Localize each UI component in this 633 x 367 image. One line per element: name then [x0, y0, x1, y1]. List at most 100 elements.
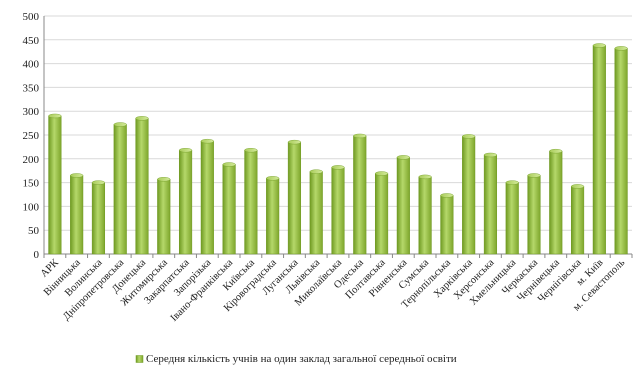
axis-layer: 0 50 100 150 200 250 300 350 400 450 500: [23, 11, 633, 261]
bar-body: [462, 136, 476, 255]
bar: [396, 155, 410, 255]
bar: [331, 165, 345, 255]
bar: [418, 174, 432, 255]
bar-body: [331, 167, 345, 255]
bar: [614, 46, 628, 255]
bar-body: [157, 179, 171, 255]
y-tick-label: 500: [23, 11, 40, 23]
bar: [462, 134, 476, 255]
bar-cap: [592, 43, 606, 48]
bar-body: [483, 154, 498, 255]
bar: [91, 180, 106, 255]
y-tick-label: 350: [23, 82, 40, 94]
bar: [527, 173, 541, 255]
bar-body: [200, 140, 214, 255]
bar: [266, 176, 280, 255]
bar: [70, 173, 84, 255]
bar-cap: [614, 46, 628, 51]
bar: [178, 148, 193, 255]
bar-cap: [91, 180, 105, 185]
bar-cap: [244, 148, 258, 153]
bar-cap: [505, 180, 519, 185]
bar-cap: [483, 152, 497, 158]
bar-body: [135, 118, 149, 255]
bar: [200, 138, 214, 255]
bar: [570, 184, 585, 255]
bar-cap: [222, 162, 236, 167]
bars-layer: [48, 43, 628, 255]
bar-body: [287, 141, 302, 255]
bar-body: [178, 149, 193, 255]
y-tick-label: 450: [23, 35, 40, 47]
bar-cap: [331, 165, 345, 170]
y-tick-label: 200: [23, 154, 40, 166]
bar-cap: [527, 173, 541, 178]
y-tick-label: 250: [23, 130, 40, 142]
bar-cap: [309, 169, 323, 174]
bar: [592, 43, 606, 255]
bar-body: [48, 115, 62, 255]
bar-body: [418, 176, 432, 255]
bar-body: [614, 48, 628, 255]
bar-cap: [179, 148, 193, 153]
bar: [505, 180, 519, 255]
bar-body: [505, 182, 519, 255]
legend: Середня кількість учнів на один заклад з…: [135, 353, 457, 365]
bar-body: [396, 157, 410, 255]
bar: [244, 148, 258, 255]
bar-cap: [266, 176, 280, 181]
y-tick-label: 50: [28, 225, 40, 237]
bar-body: [70, 175, 84, 255]
bar-cap: [418, 174, 432, 180]
y-tick-label: 150: [23, 178, 40, 190]
bar-body: [440, 195, 454, 255]
bar-body: [266, 178, 280, 255]
legend-swatch: [135, 355, 144, 363]
bar-cap: [200, 138, 214, 144]
bar-cap: [353, 133, 367, 139]
bar-cap: [157, 177, 171, 182]
bar-cap: [375, 171, 389, 176]
bar: [309, 169, 323, 255]
bar: [157, 177, 171, 255]
bar-cap: [571, 184, 585, 189]
bar: [440, 193, 454, 255]
bar: [135, 116, 149, 255]
bar-body: [244, 149, 258, 255]
bar-cap: [113, 122, 127, 127]
bar-body: [309, 171, 323, 255]
bar: [222, 162, 236, 255]
bar: [374, 171, 389, 255]
bar-cap: [462, 134, 476, 139]
bar-cap: [396, 155, 410, 160]
bar-body: [592, 45, 606, 255]
bar-body: [222, 164, 236, 255]
bar-body: [91, 182, 106, 255]
category-labels: АРКВінницькаВолинськаДніпропетровськаДон…: [39, 257, 628, 324]
bar-body: [527, 175, 541, 255]
bar: [549, 148, 563, 255]
bar-cap: [549, 148, 563, 154]
bar-body: [549, 150, 563, 255]
bar: [483, 152, 498, 255]
y-tick-label: 400: [23, 59, 40, 71]
bar-cap: [70, 173, 84, 178]
bar-body: [374, 173, 389, 255]
y-tick-label: 300: [23, 106, 40, 118]
bar: [48, 113, 62, 255]
bar-cap: [48, 113, 62, 119]
bar: [287, 139, 302, 255]
bar-body: [570, 186, 585, 255]
legend-label: Середня кількість учнів на один заклад з…: [146, 353, 457, 365]
y-tick-label: 0: [34, 249, 40, 261]
y-tick-label: 100: [23, 201, 40, 213]
bar-cap: [135, 116, 149, 121]
bar-cap: [287, 139, 301, 145]
bar: [353, 133, 367, 255]
bar-cap: [440, 193, 454, 198]
bar-body: [113, 124, 127, 255]
bar-body: [353, 135, 367, 255]
bar: [113, 122, 127, 255]
